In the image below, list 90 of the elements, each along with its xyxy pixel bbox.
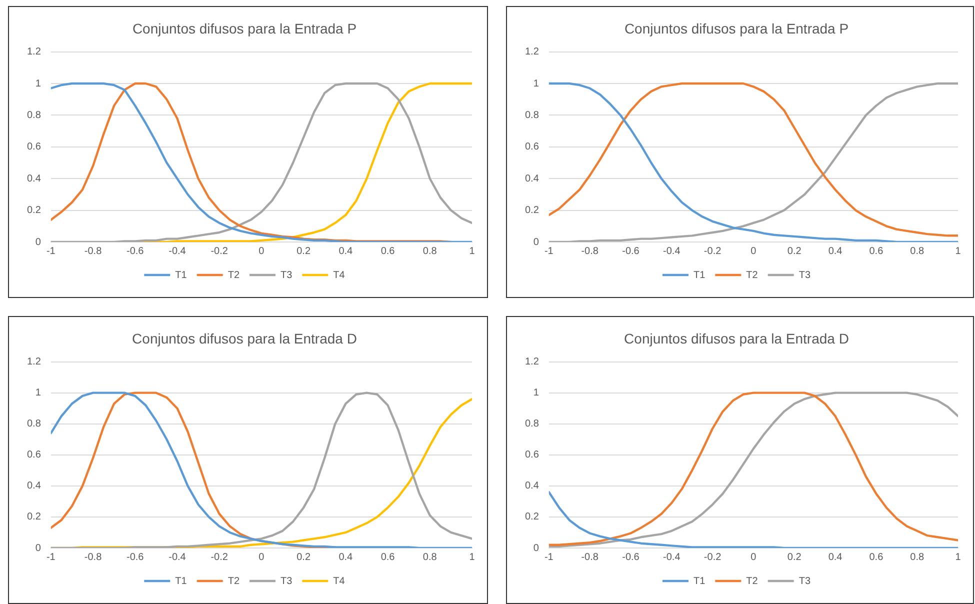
x-tick-label: 0.2: [787, 246, 802, 257]
x-tick-label: 0.4: [828, 246, 843, 257]
x-tick-label: 0.6: [869, 552, 884, 563]
legend-label: T2: [228, 270, 240, 281]
chart-title: Conjuntos difusos para la Entrada P: [624, 20, 849, 36]
x-tick-label: 0.2: [296, 246, 311, 257]
x-tick-label: 0: [750, 552, 757, 563]
y-tick-label: 1.2: [524, 356, 540, 368]
y-tick-label: 1.2: [524, 46, 540, 58]
x-tick-label: -0.2: [704, 552, 722, 563]
x-tick-label: 0.8: [422, 246, 438, 257]
x-tick-label: -1: [46, 552, 56, 563]
y-tick-label: 1: [35, 78, 42, 90]
legend-label: T4: [333, 270, 346, 281]
x-tick-label: -0.2: [704, 246, 722, 257]
legend-label: T2: [746, 576, 758, 587]
x-tick-label: 0.8: [910, 246, 924, 257]
x-tick-label: 0.4: [338, 552, 354, 563]
x-tick-label: -0.4: [168, 246, 186, 257]
y-tick-label: 0.8: [26, 110, 42, 121]
y-tick-label: 0: [533, 236, 540, 248]
x-tick-label: -0.8: [581, 246, 599, 257]
legend-label: T2: [746, 270, 758, 281]
x-tick-label: 0.4: [338, 246, 354, 257]
x-tick-label: -0.4: [663, 552, 681, 563]
x-tick-label: -1: [46, 246, 56, 257]
legend-label: T1: [693, 576, 706, 587]
y-tick-label: 0.6: [524, 142, 540, 153]
x-tick-label: -0.6: [622, 246, 640, 257]
x-tick-label: -0.8: [84, 246, 102, 257]
y-tick-label: 0.8: [26, 418, 42, 430]
chart-title: Conjuntos difusos para la Entrada D: [624, 330, 849, 346]
x-tick-label: 1: [955, 246, 962, 257]
y-tick-label: 1.2: [26, 46, 42, 58]
x-tick-label: 0: [258, 552, 265, 563]
legend-label: T3: [798, 576, 811, 587]
x-tick-label: -0.6: [126, 246, 144, 257]
x-tick-label: -0.2: [210, 552, 228, 563]
x-tick-label: 1: [469, 552, 476, 563]
legend-label: T1: [693, 270, 706, 281]
x-tick-label: 0.8: [910, 552, 924, 563]
x-tick-label: 0.6: [869, 246, 884, 257]
chart-title: Conjuntos difusos para la Entrada P: [132, 20, 357, 36]
y-tick-label: 0.2: [524, 205, 540, 216]
y-tick-label: 0: [35, 542, 42, 554]
x-tick-label: 0: [258, 246, 265, 257]
y-tick-label: 0.2: [26, 205, 42, 216]
x-tick-label: 0.8: [422, 552, 438, 563]
y-tick-label: 0.2: [26, 512, 42, 523]
x-tick-label: -0.6: [126, 552, 144, 563]
y-tick-label: 1: [35, 388, 42, 399]
x-tick-label: -0.8: [581, 552, 599, 563]
y-tick-label: 0.8: [524, 418, 540, 430]
y-tick-label: 0.6: [26, 142, 42, 153]
legend-label: T1: [175, 576, 188, 587]
y-tick-label: 0.4: [524, 173, 540, 184]
x-tick-label: 0.2: [787, 552, 802, 563]
y-tick-label: 0.4: [524, 480, 540, 492]
x-tick-label: 1: [955, 552, 962, 563]
x-tick-label: -0.4: [663, 246, 681, 257]
x-tick-label: 0.2: [296, 552, 311, 563]
legend-label: T3: [798, 270, 811, 281]
chart-title: Conjuntos difusos para la Entrada D: [132, 330, 357, 346]
y-tick-label: 0: [35, 236, 42, 248]
y-tick-label: 0.6: [26, 450, 42, 461]
y-tick-label: 0.6: [524, 450, 540, 461]
y-tick-label: 1: [533, 78, 540, 90]
x-tick-label: -0.6: [622, 552, 640, 563]
y-tick-label: 0.8: [524, 110, 540, 121]
x-tick-label: 0.4: [828, 552, 843, 563]
legend-label: T3: [280, 270, 293, 281]
x-tick-label: 0.6: [380, 552, 396, 563]
x-tick-label: 0.6: [380, 246, 396, 257]
x-tick-label: -0.8: [84, 552, 102, 563]
legend-label: T2: [228, 576, 240, 587]
x-tick-label: -0.2: [210, 246, 228, 257]
y-tick-label: 0.4: [26, 173, 42, 184]
x-tick-label: -1: [544, 552, 554, 563]
x-tick-label: 1: [469, 246, 476, 257]
y-tick-label: 0.2: [524, 512, 540, 523]
x-tick-label: -0.4: [168, 552, 186, 563]
x-tick-label: 0: [750, 246, 757, 257]
legend-label: T3: [280, 576, 293, 587]
legend-label: T4: [333, 576, 346, 587]
y-tick-label: 1.2: [26, 356, 42, 368]
y-tick-label: 0.4: [26, 480, 42, 492]
y-tick-label: 1: [533, 388, 540, 399]
x-tick-label: -1: [544, 246, 554, 257]
legend-label: T1: [175, 270, 188, 281]
y-tick-label: 0: [533, 542, 540, 554]
